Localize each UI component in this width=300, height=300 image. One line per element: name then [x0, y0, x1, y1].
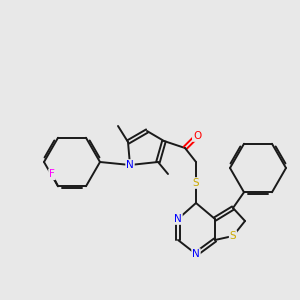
Text: F: F	[49, 169, 55, 179]
Text: N: N	[126, 160, 134, 170]
Text: S: S	[230, 231, 236, 241]
Text: N: N	[192, 249, 200, 259]
Text: N: N	[174, 214, 182, 224]
Text: O: O	[193, 131, 201, 141]
Text: S: S	[193, 178, 199, 188]
